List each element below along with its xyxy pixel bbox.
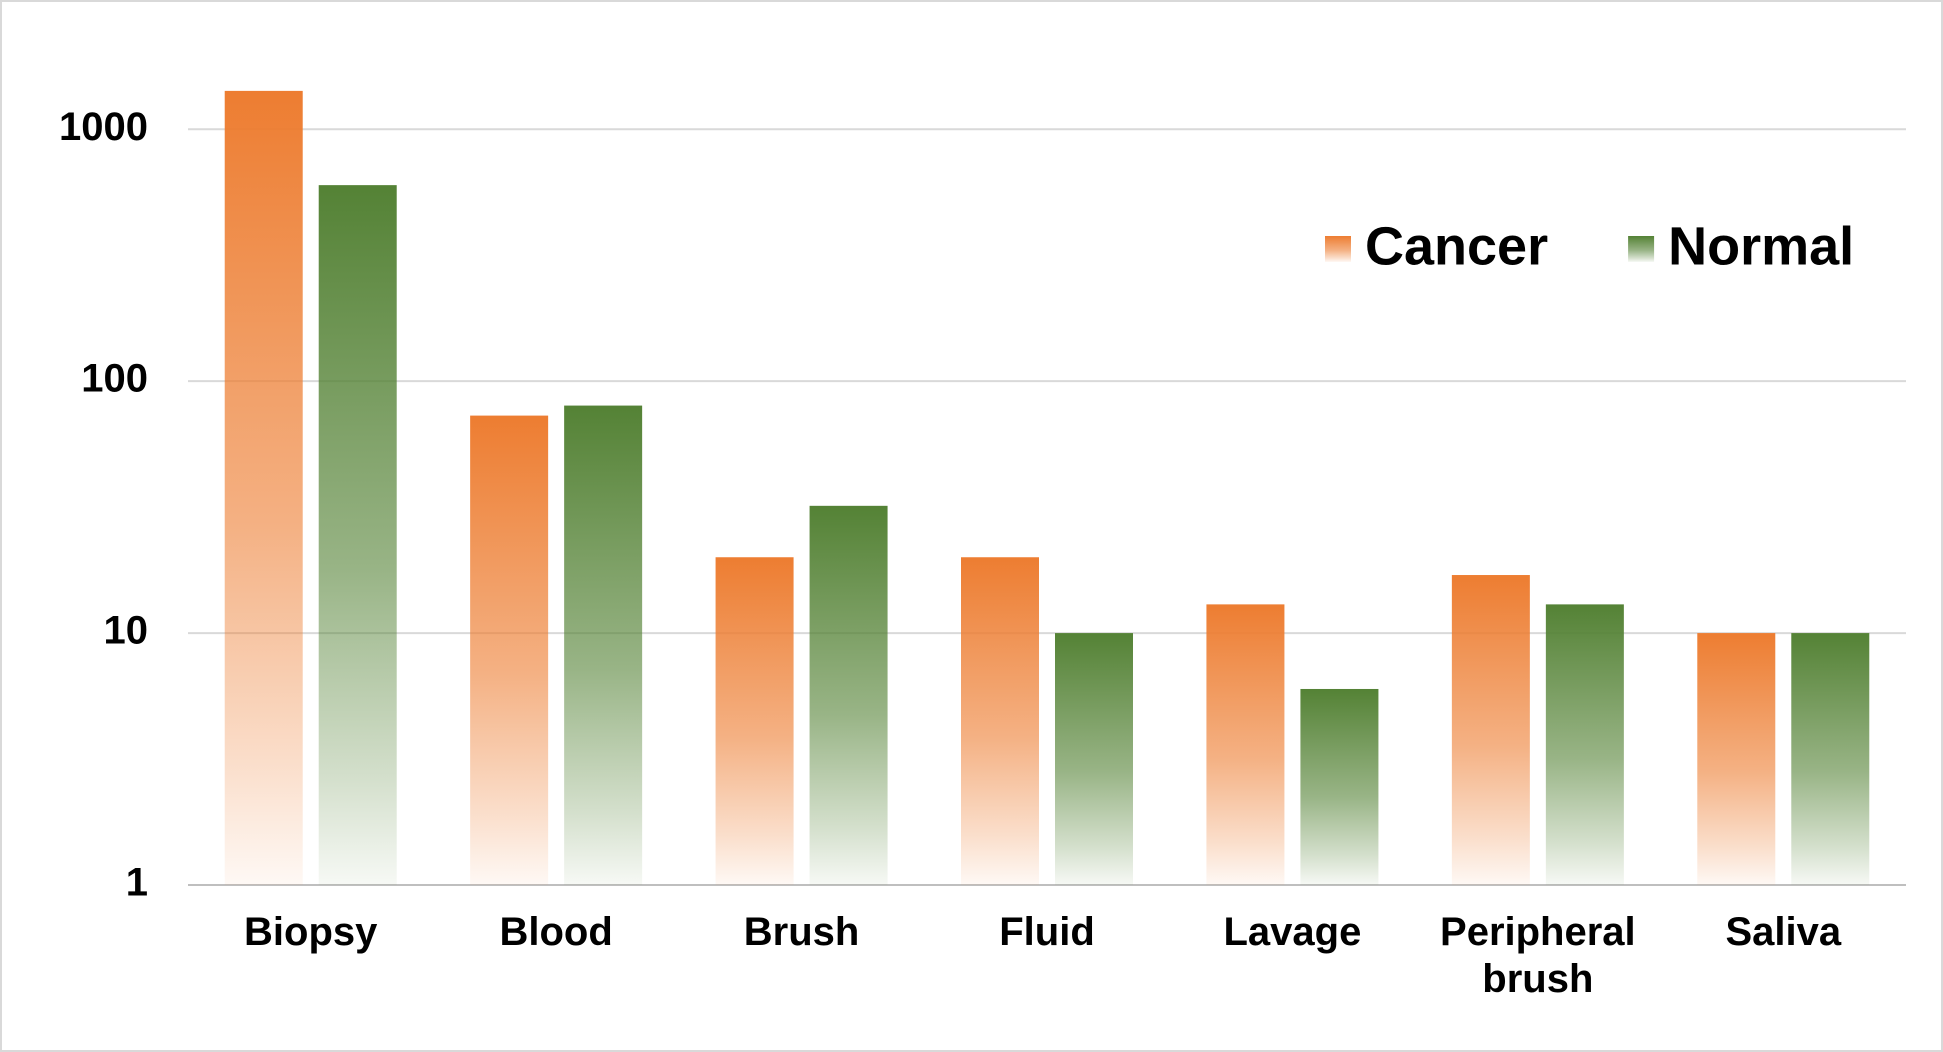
bar — [224, 90, 303, 885]
bar — [564, 405, 643, 885]
x-tick-label: Brush — [743, 910, 860, 954]
bar — [1697, 633, 1776, 885]
x-tick-label: Peripheral brush — [1440, 910, 1636, 1001]
bar — [1055, 633, 1133, 885]
x-tick-label: Blood — [499, 910, 613, 954]
bar — [470, 415, 549, 885]
bar — [961, 557, 1039, 885]
bar — [1300, 688, 1379, 885]
x-tick-label: Saliva — [1725, 910, 1842, 954]
legend-label: Cancer — [1365, 216, 1548, 276]
legend-swatch — [1628, 236, 1655, 262]
y-tick-label: 1 — [126, 861, 148, 905]
x-tick-label: Lavage — [1223, 910, 1362, 954]
bar — [1206, 604, 1285, 885]
x-tick-label: Fluid — [999, 910, 1095, 954]
x-tick-label: Biopsy — [244, 910, 378, 954]
y-tick-label: 1000 — [59, 105, 148, 149]
legend-swatch — [1325, 236, 1351, 262]
bar — [318, 185, 397, 886]
legend-label: Normal — [1668, 216, 1854, 276]
bar — [809, 505, 888, 885]
bar — [1451, 575, 1530, 885]
bar — [1545, 604, 1624, 885]
bar — [1791, 633, 1870, 885]
y-tick-label: 100 — [81, 357, 148, 401]
y-tick-label: 10 — [104, 609, 149, 653]
bar — [715, 557, 794, 885]
